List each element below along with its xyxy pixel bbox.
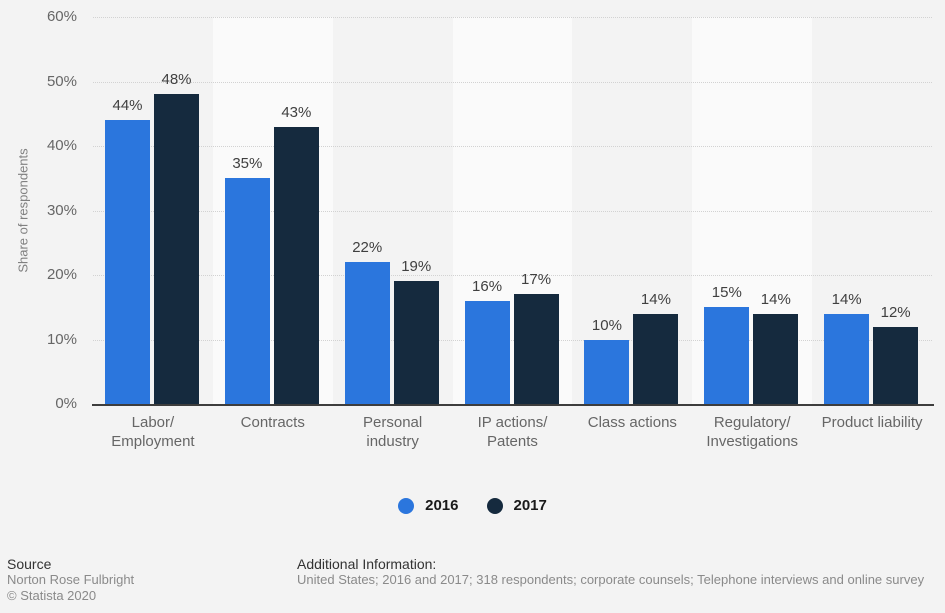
bar-value-label: 14% — [760, 290, 791, 308]
bar-2016-category-3 — [464, 300, 510, 404]
bar-2016-category-6 — [824, 313, 870, 404]
legend-swatch-2016 — [398, 497, 415, 514]
bar-value-label: 48% — [161, 71, 192, 89]
gridline-40% — [93, 146, 932, 147]
copyright: © Statista 2020 — [7, 587, 97, 603]
legend-item-2016: 2016 — [398, 497, 459, 514]
bar-2016-category-5 — [704, 307, 750, 404]
bar-value-label: 15% — [711, 284, 742, 302]
source-name: Norton Rose Fulbright — [7, 572, 135, 587]
legend-swatch-2017 — [486, 497, 503, 514]
bar-value-label: 22% — [352, 239, 383, 257]
y-tick-label: 60% — [46, 8, 77, 25]
footer-source-block: Source Norton Rose Fulbright © Statista … — [7, 556, 134, 603]
bar-2016-category-2 — [344, 262, 390, 404]
bar-value-label: 19% — [401, 258, 432, 276]
bar-2017-category-4 — [633, 313, 679, 404]
legend-label-2016: 2016 — [425, 497, 459, 514]
gridline-50% — [93, 81, 932, 83]
bar-value-label: 10% — [591, 316, 622, 334]
x-category-label: Product liability — [821, 414, 923, 431]
bar-2017-category-3 — [513, 294, 559, 404]
bar-2017-category-1 — [273, 126, 319, 404]
bar-value-label: 16% — [472, 277, 503, 295]
y-tick-label: 10% — [46, 330, 77, 348]
legend: 2016 2017 — [0, 497, 945, 514]
bar-value-label: 12% — [880, 303, 911, 321]
y-tick-label: 0% — [55, 395, 77, 412]
bar-2017-category-6 — [873, 326, 919, 404]
x-category-label: Class actions — [587, 414, 677, 431]
gridline-20% — [93, 275, 932, 276]
bar-value-label: 14% — [831, 290, 862, 308]
bar-2017-category-2 — [393, 281, 439, 404]
gridline-60% — [93, 17, 932, 18]
x-axis-line — [92, 404, 934, 406]
x-category-label: IP actions/ Patents — [477, 414, 548, 450]
bar-2016-category-4 — [584, 339, 630, 404]
gridline-30% — [93, 210, 932, 212]
bar-value-label: 14% — [640, 290, 671, 308]
x-category-label: Personal industry — [363, 414, 423, 450]
legend-item-2017: 2017 — [486, 497, 547, 514]
bar-value-label: 17% — [521, 271, 552, 289]
bar-2016-category-0 — [105, 120, 150, 404]
bar-2017-category-5 — [753, 313, 799, 404]
y-tick-label: 20% — [46, 266, 77, 283]
bar-value-label: 35% — [232, 155, 263, 173]
source-label: Source — [7, 556, 52, 572]
bar-value-label: 44% — [112, 97, 143, 115]
additional-info-label: Additional Information: — [297, 556, 437, 572]
legend-label-2017: 2017 — [513, 497, 547, 514]
x-category-label: Regulatory/ Investigations — [706, 414, 799, 450]
x-category-label: Labor/ Employment — [111, 414, 195, 450]
bar-2016-category-1 — [224, 178, 270, 404]
y-tick-label: 40% — [46, 137, 77, 154]
additional-info-text: United States; 2016 and 2017; 318 respon… — [297, 572, 925, 587]
footer-additional-info-block: Additional Information: United States; 2… — [297, 556, 924, 588]
plot-area: 44% 35% 22% 16% 10% 15% 14% 48% 43% 19% 17% 14% 14% 1… — [92, 17, 934, 406]
y-tick-label: 30% — [46, 201, 77, 219]
bar-value-label: 43% — [281, 103, 312, 121]
gridline-10% — [93, 339, 932, 341]
x-category-label: Contracts — [240, 414, 305, 431]
y-tick-label: 50% — [46, 72, 77, 90]
bar-2017-category-0 — [154, 94, 199, 404]
